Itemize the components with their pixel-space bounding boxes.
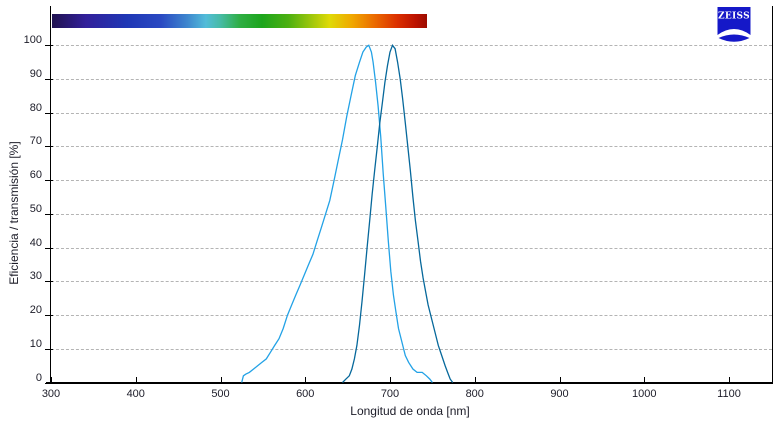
y-tick-90: [45, 79, 53, 81]
x-tick-800: [474, 377, 476, 384]
y-tick-20: [45, 315, 53, 317]
y-tick-label-80: 80: [29, 101, 42, 114]
y-gridline-60: [51, 180, 772, 182]
x-tick-500: [220, 377, 222, 384]
y-tick-10: [45, 348, 53, 350]
y-tick-label-0: 0: [35, 371, 42, 384]
y-gridline-30: [51, 281, 772, 283]
zeiss-logo-text: ZEISS: [718, 12, 750, 22]
y-tick-label-50: 50: [29, 202, 42, 215]
y-gridline-90: [51, 79, 772, 81]
zeiss-logo: ZEISS: [717, 7, 751, 42]
y-gridline-10: [51, 348, 772, 350]
x-axis-title: Longitud de onda [nm]: [350, 404, 470, 418]
x-tick-900: [559, 377, 561, 384]
x-tick-1000: [644, 377, 646, 384]
plot-right-border: [772, 6, 773, 384]
y-axis-line: [50, 6, 51, 384]
x-tick-300: [51, 377, 52, 384]
zeiss-logo-square: [717, 7, 751, 35]
x-tick-label-1100: 1100: [717, 388, 741, 400]
y-tick-40: [45, 247, 53, 249]
y-gridline-100: [51, 45, 772, 47]
y-tick-100: [45, 45, 53, 47]
y-tick-label-60: 60: [29, 169, 42, 182]
y-tick-label-10: 10: [29, 337, 42, 350]
y-tick-50: [45, 213, 53, 215]
y-tick-30: [45, 281, 53, 283]
x-tick-label-800: 800: [465, 388, 484, 400]
x-tick-label-700: 700: [380, 388, 400, 400]
visible-spectrum-colorbar: [52, 14, 427, 28]
y-tick-label-90: 90: [29, 68, 42, 81]
y-tick-label-20: 20: [29, 304, 42, 317]
x-tick-label-500: 500: [211, 388, 230, 400]
y-gridline-70: [51, 146, 772, 148]
y-tick-label-70: 70: [29, 135, 42, 148]
zeiss-logo-lens: [718, 34, 750, 42]
y-gridline-50: [51, 213, 772, 215]
y-tick-label-30: 30: [29, 270, 42, 283]
y-gridline-20: [51, 315, 772, 317]
x-axis-line: [46, 382, 773, 384]
x-tick-label-300: 300: [41, 388, 61, 400]
y-gridline-40: [51, 247, 772, 249]
x-tick-label-600: 600: [296, 388, 315, 400]
y-tick-60: [45, 180, 53, 182]
x-tick-label-900: 900: [550, 388, 569, 400]
y-gridline-80: [51, 112, 772, 114]
y-tick-0: [45, 382, 53, 384]
x-tick-700: [390, 377, 391, 384]
x-tick-label-400: 400: [126, 388, 145, 400]
x-tick-1100: [729, 377, 730, 384]
y-tick-70: [45, 146, 53, 148]
y-tick-label-100: 100: [23, 34, 42, 47]
x-tick-600: [305, 377, 307, 384]
y-tick-80: [45, 112, 53, 114]
x-tick-label-1000: 1000: [632, 388, 657, 400]
y-tick-label-40: 40: [29, 236, 42, 249]
x-tick-400: [135, 377, 137, 384]
